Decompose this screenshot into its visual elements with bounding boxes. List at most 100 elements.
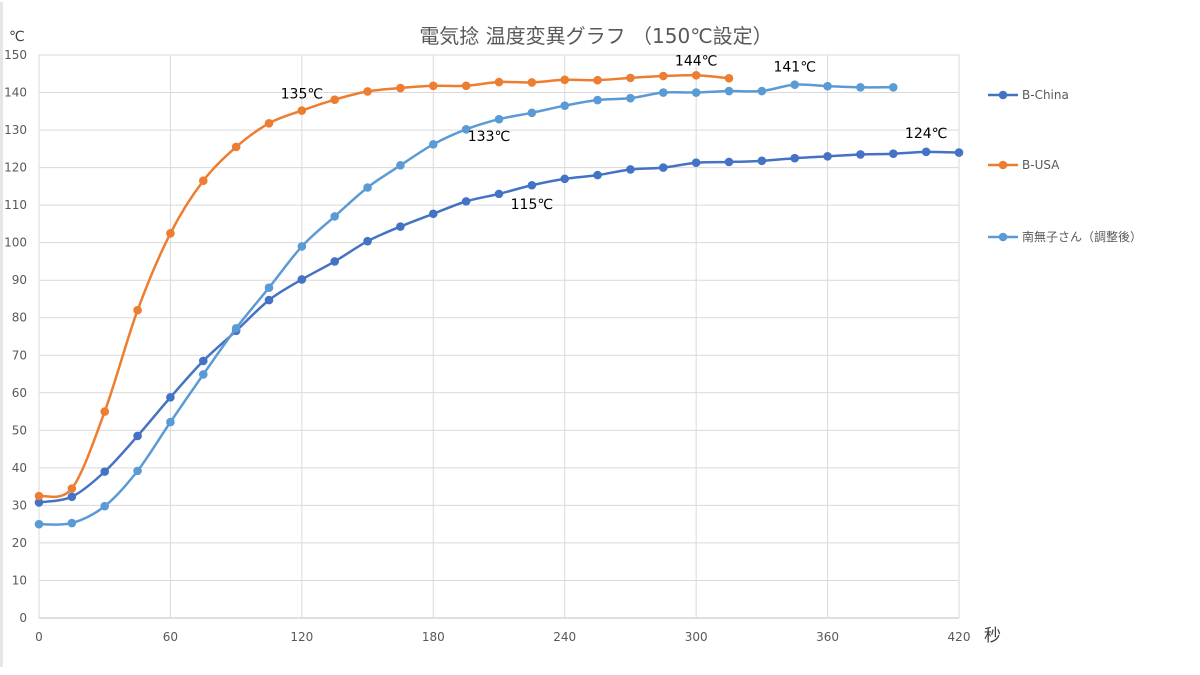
series-1 [34,70,734,501]
y-tick-label: 140 [4,86,27,100]
data-point [428,140,438,149]
legend-marker [998,90,1008,100]
data-point [461,81,471,91]
data-point [34,491,44,501]
y-tick-label: 90 [12,273,27,287]
data-point [166,228,175,238]
data-point [34,519,44,529]
y-tick-label: 10 [12,573,27,587]
data-point [593,75,602,85]
y-tick-label: 130 [4,123,27,137]
data-point [330,95,340,104]
y-tick-label: 80 [12,311,27,325]
x-tick-label: 0 [35,630,43,644]
data-point [527,180,537,190]
data-point [888,82,898,92]
data-point [626,93,635,103]
data-point [823,81,832,91]
legend-label: B-USA [1022,158,1060,172]
data-point [231,323,241,333]
data-point [823,152,832,161]
data-annotation: 115℃ [511,197,553,213]
axis-ticks: 0 10 20 30 40 50 60 70 80 90 100 110 120 130 140 150 0 60… [4,48,970,644]
y-tick-label: 30 [12,498,27,512]
grid-lines [38,54,960,619]
data-point [330,257,340,266]
y-tick-label: 120 [4,161,27,175]
series-2 [34,80,898,529]
data-point [888,149,898,159]
x-tick-label: 300 [685,630,708,644]
y-tick-label: 100 [4,236,27,250]
data-point [626,165,635,174]
data-point [330,212,340,221]
data-point [658,71,668,81]
y-tick-label: 20 [12,536,27,550]
data-point [494,189,504,199]
data-point [396,83,405,93]
data-point [100,407,110,416]
x-tick-label: 60 [163,630,178,644]
data-point [198,176,208,186]
data-point [297,106,307,115]
y-tick-label: 70 [12,348,27,362]
data-point [363,183,372,192]
data-point [198,356,208,366]
series-line [38,83,894,526]
y-tick-label: 60 [12,386,27,400]
x-axis-unit-label: 秒 [984,626,1001,646]
data-point [67,484,77,493]
data-point [757,156,767,166]
data-point [790,80,800,89]
data-point [856,82,865,92]
x-tick-label: 360 [816,630,839,644]
x-tick-label: 180 [422,630,445,644]
data-point [954,148,964,157]
data-point [67,518,77,528]
x-tick-label: 120 [290,630,313,644]
legend-marker [998,232,1008,242]
data-point [724,73,734,83]
x-tick-label: 240 [553,630,576,644]
data-point [724,157,734,167]
data-point [363,236,372,246]
data-point [757,86,767,96]
data-point [658,163,668,172]
data-point [790,153,800,163]
legend: B-China B-USA 南無子さん（調整後） [988,88,1142,244]
data-point [166,417,175,427]
data-point [461,125,471,134]
data-point [921,147,931,157]
data-point [658,88,668,97]
chart-title: 電気捻 温度変異グラフ （150℃設定） [419,24,772,48]
legend-marker [998,160,1008,170]
data-point [231,142,241,152]
data-point [133,466,142,476]
legend-label: B-China [1022,88,1069,102]
data-point [100,501,110,511]
x-tick-label: 420 [948,630,971,644]
data-annotation: 133℃ [468,129,510,145]
data-annotation: 144℃ [675,53,717,69]
data-point [133,305,142,315]
data-point [264,283,274,293]
data-point [691,88,701,97]
data-point [691,158,701,168]
data-point [724,86,734,96]
legend-item: B-China [988,88,1069,102]
data-point [428,209,438,219]
y-tick-label: 0 [19,611,27,625]
data-point [67,492,77,502]
series-layer [34,70,964,529]
legend-item: B-USA [988,158,1060,172]
legend-item: 南無子さん（調整後） [988,229,1142,244]
data-point [428,81,438,91]
legend-label: 南無子さん（調整後） [1022,229,1142,244]
left-border [0,2,3,667]
series-line [38,73,730,499]
data-annotation: 124℃ [905,126,947,142]
y-tick-label: 40 [12,461,27,475]
data-point [593,170,602,180]
data-point [560,174,570,184]
